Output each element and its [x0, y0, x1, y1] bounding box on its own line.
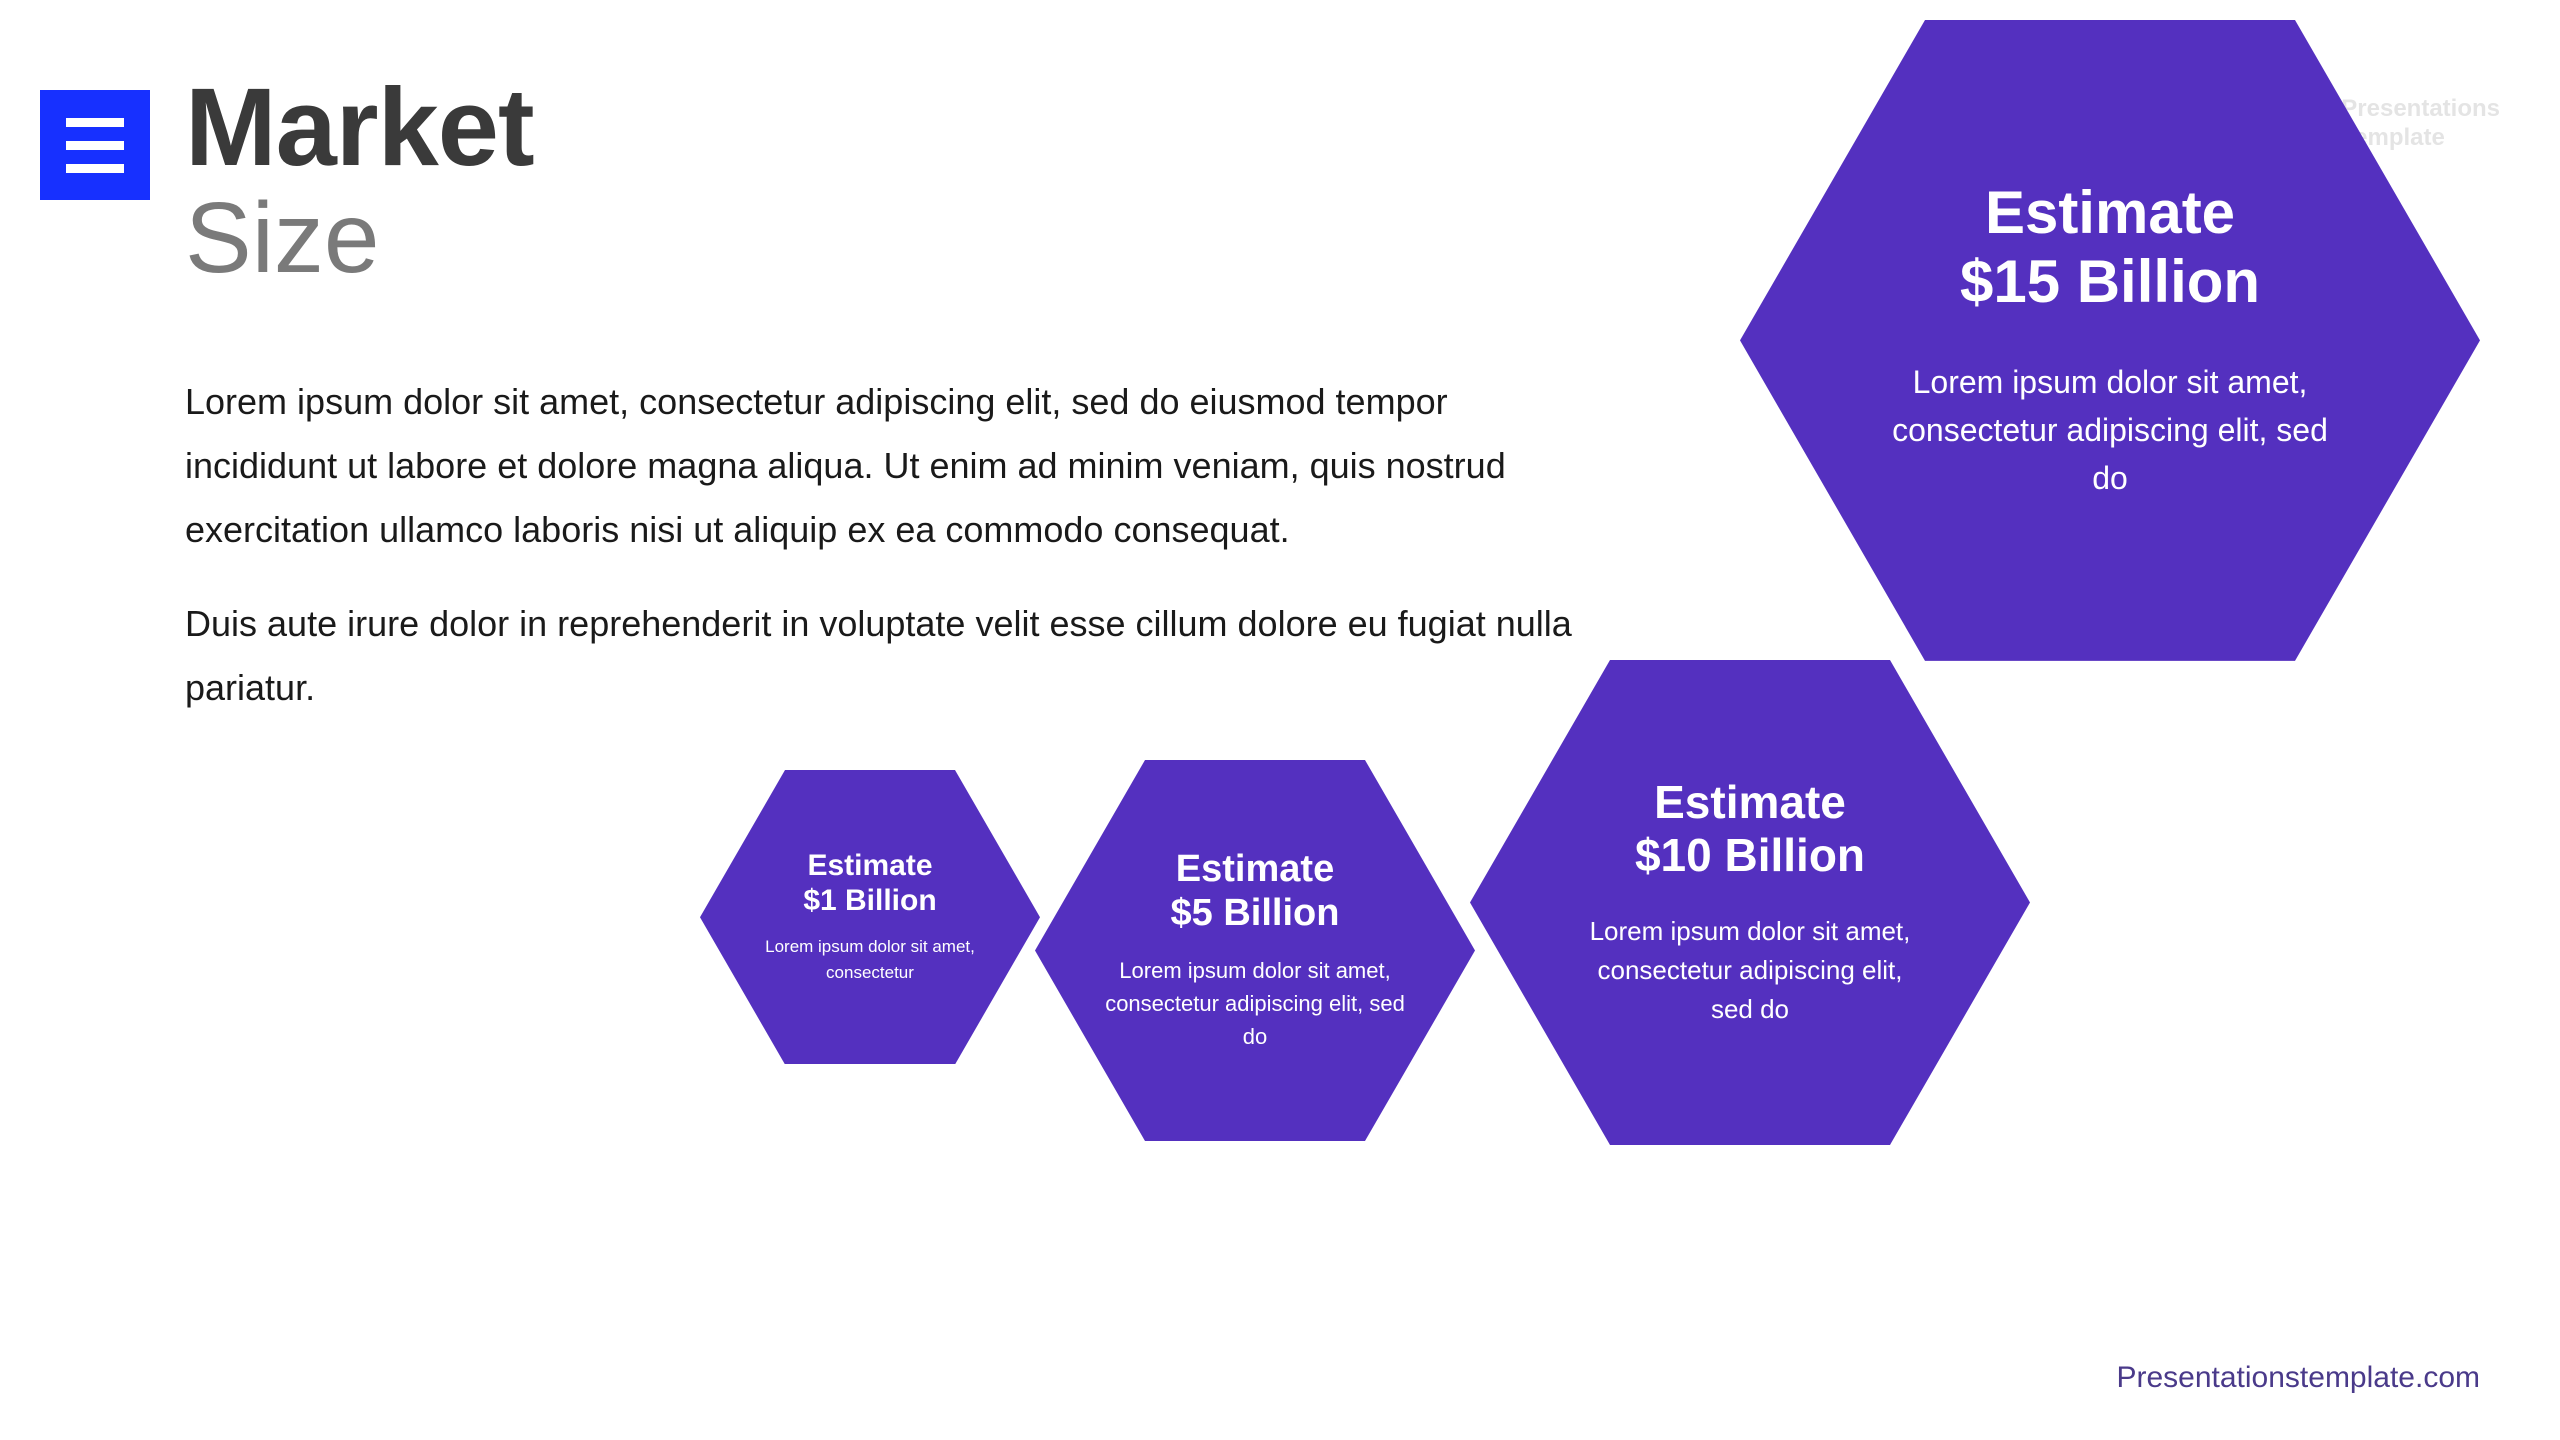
title-bold: Market — [185, 70, 534, 186]
hex-label: Estimate — [1654, 776, 1846, 829]
hex-value: $15 Billion — [1960, 247, 2260, 316]
hex-label: Estimate — [1985, 178, 2235, 247]
hex-label: Estimate — [1176, 848, 1334, 892]
title-light: Size — [185, 186, 534, 291]
hex-value: $5 Billion — [1171, 892, 1340, 936]
menu-icon[interactable] — [40, 90, 150, 200]
menu-bar — [66, 141, 124, 150]
hexagon-1-billion: Estimate $1 Billion Lorem ipsum dolor si… — [700, 770, 1040, 1064]
body-paragraph-2: Duis aute irure dolor in reprehenderit i… — [185, 592, 1585, 720]
menu-bar — [66, 164, 124, 173]
hex-desc: Lorem ipsum dolor sit amet, consectetur … — [1885, 358, 2335, 502]
body-text-block: Lorem ipsum dolor sit amet, consectetur … — [185, 370, 1585, 750]
menu-bar — [66, 118, 124, 127]
hex-desc: Lorem ipsum dolor sit amet, consectetur … — [1580, 912, 1920, 1029]
watermark-line1: Presentations — [2341, 95, 2500, 124]
body-paragraph-1: Lorem ipsum dolor sit amet, consectetur … — [185, 370, 1585, 562]
hex-value: $10 Billion — [1635, 829, 1865, 882]
hex-value: $1 Billion — [803, 884, 936, 919]
footer-url: Presentationstemplate.com — [2116, 1361, 2480, 1395]
hex-label: Estimate — [807, 849, 932, 884]
hex-desc: Lorem ipsum dolor sit amet, consectetur … — [1105, 954, 1405, 1053]
slide-title: Market Size — [185, 70, 534, 291]
hex-desc: Lorem ipsum dolor sit amet, consectetur — [765, 934, 975, 985]
hexagon-5-billion: Estimate $5 Billion Lorem ipsum dolor si… — [1035, 760, 1475, 1141]
